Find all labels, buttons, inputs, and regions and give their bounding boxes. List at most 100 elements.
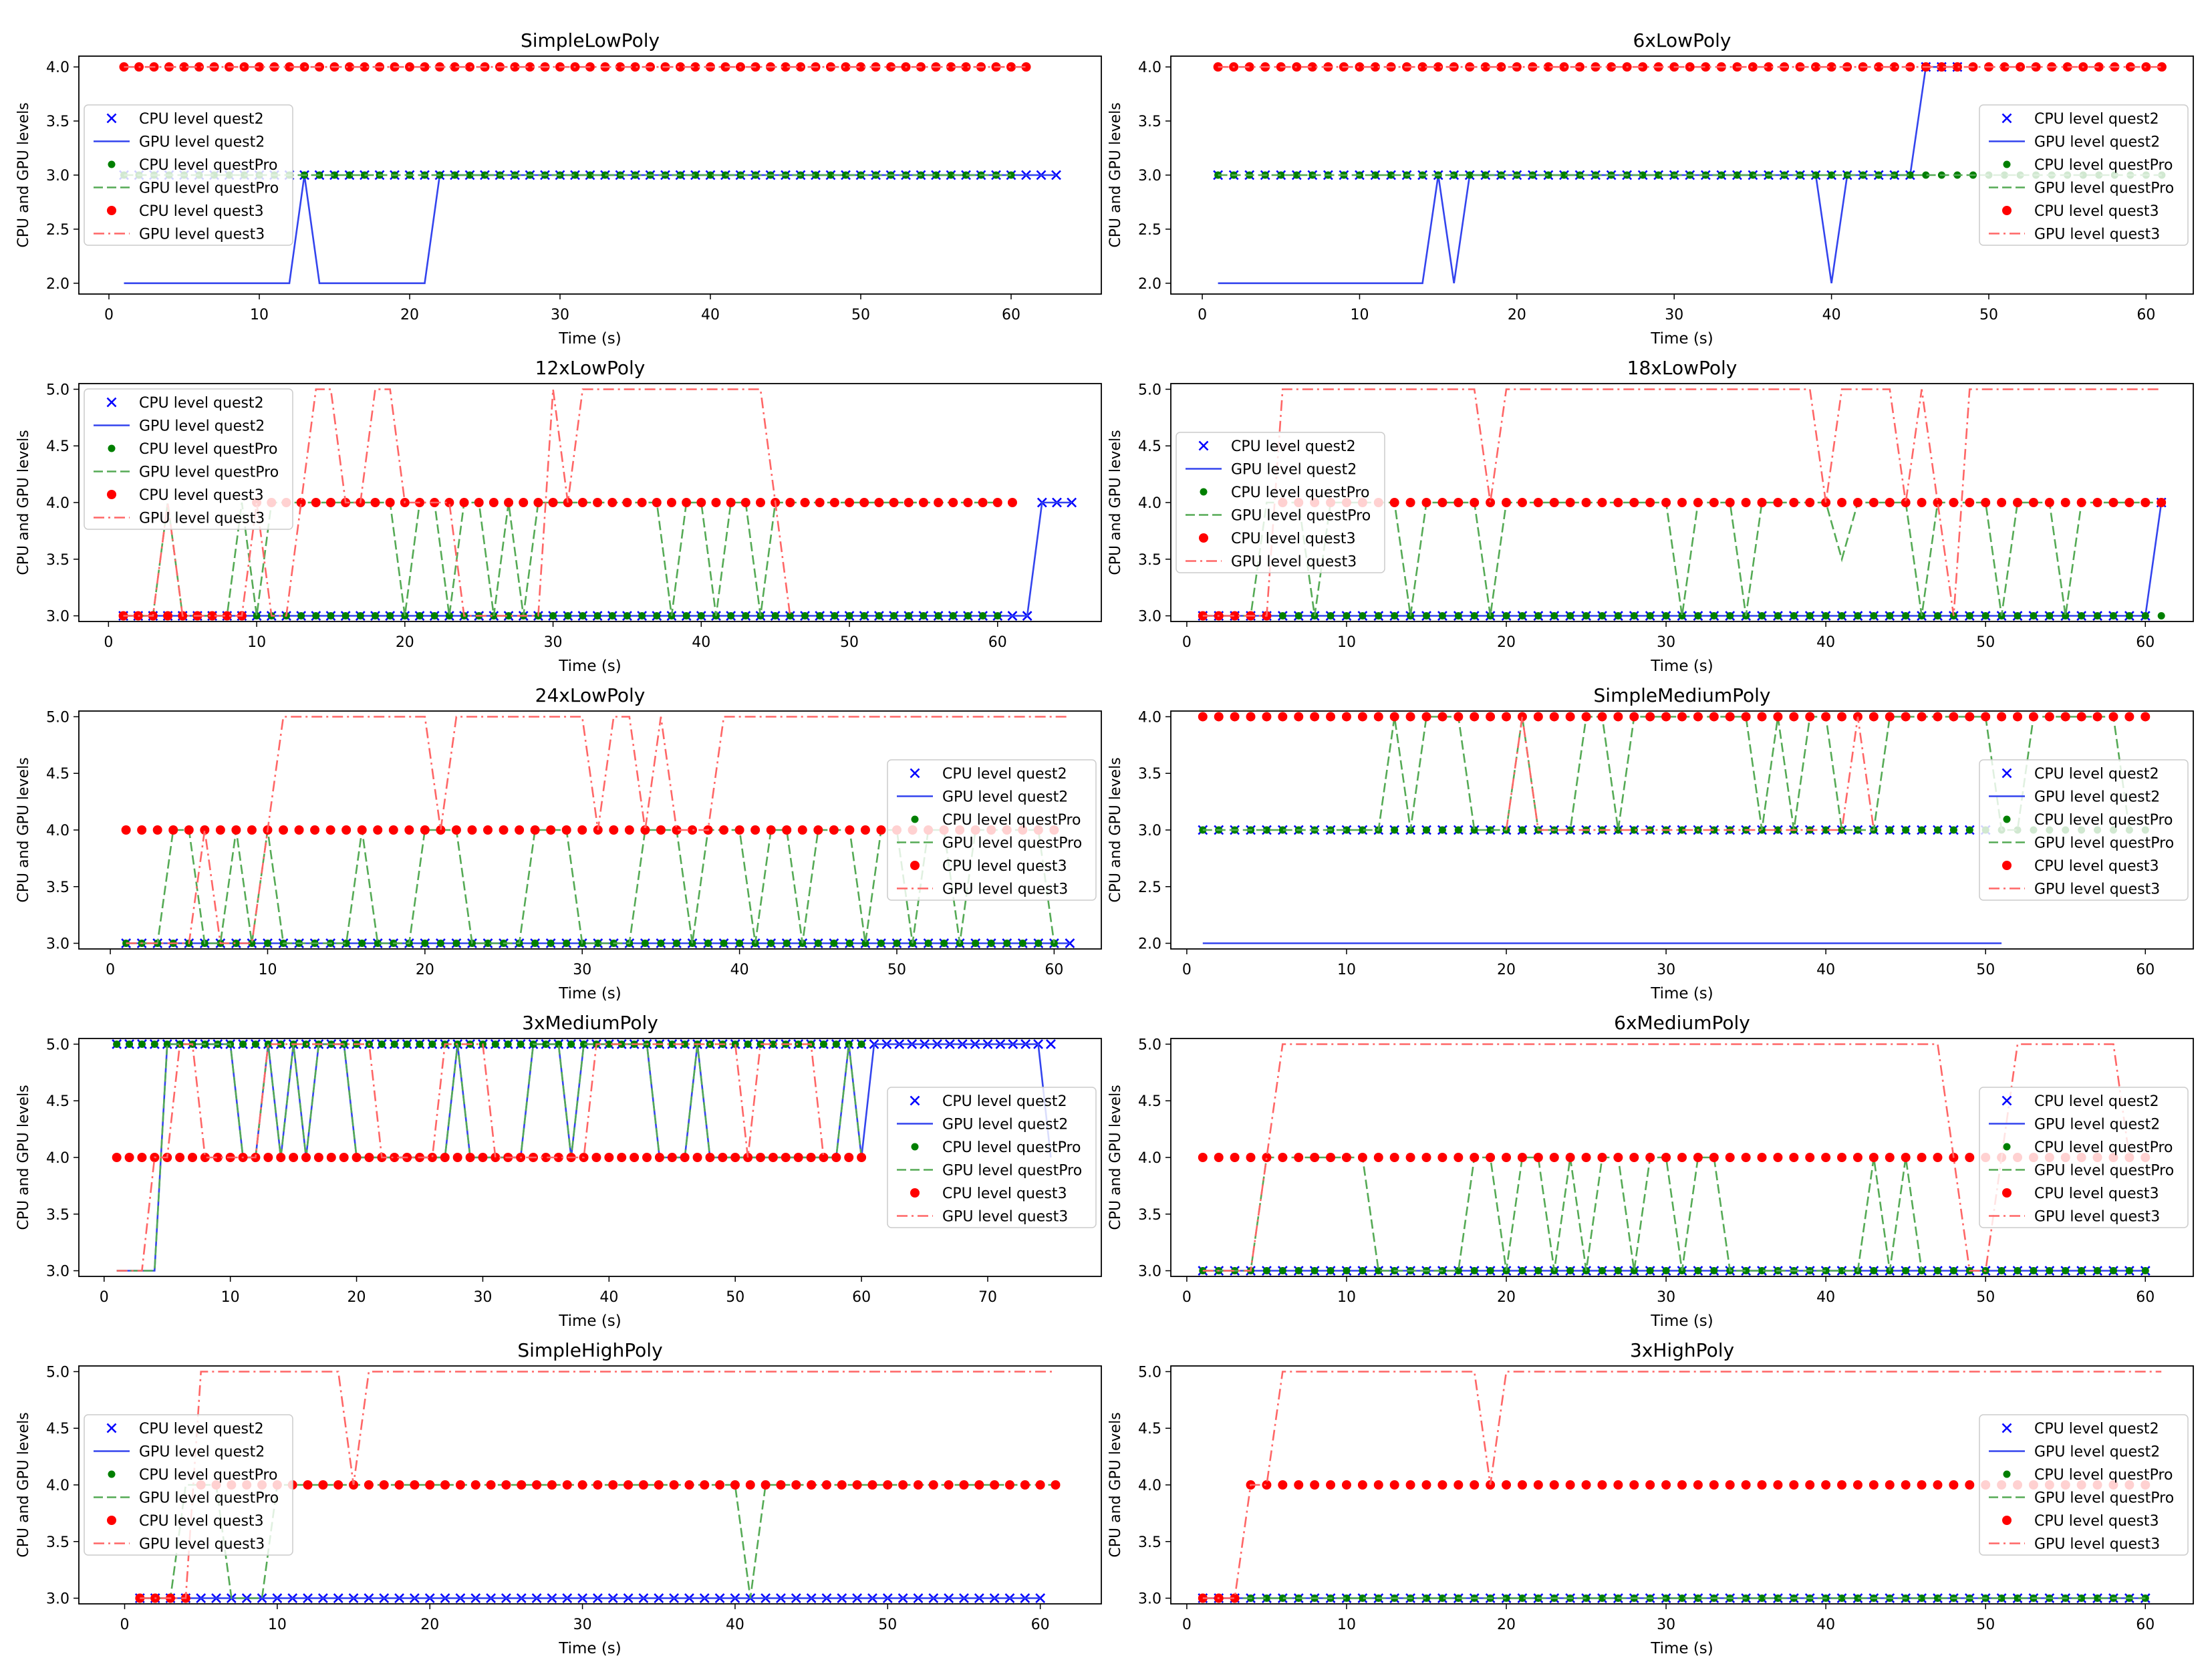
cpu-quest3-marker xyxy=(734,825,744,835)
x-tick-label: 30 xyxy=(544,634,563,651)
cpu-quest3-marker xyxy=(1480,62,1490,72)
cpu-quest3-marker xyxy=(370,498,380,507)
cpu-questpro-marker xyxy=(1965,612,1973,620)
y-tick-label: 4.5 xyxy=(1138,438,1161,455)
cpu-quest3-marker xyxy=(541,1153,551,1162)
cpu-quest3-marker xyxy=(607,498,617,507)
legend-label: GPU level quest3 xyxy=(139,511,265,527)
cpu-quest3-marker xyxy=(796,62,805,72)
y-tick-label: 3.5 xyxy=(1138,552,1161,569)
cpu-quest3-marker xyxy=(669,1480,679,1490)
cpu-quest3-marker xyxy=(959,1480,969,1490)
cpu-quest3-marker xyxy=(715,1480,725,1490)
cpu-quest3-marker xyxy=(465,62,474,72)
cpu-questpro-marker xyxy=(1758,1267,1766,1275)
cpu-quest3-marker xyxy=(1357,712,1367,722)
legend-label: GPU level questPro xyxy=(1231,508,1371,525)
cpu-quest3-marker xyxy=(478,1153,488,1162)
y-tick-label: 4.0 xyxy=(1138,709,1161,726)
cpu-quest3-marker xyxy=(1373,1153,1383,1162)
x-axis-label: Time (s) xyxy=(558,330,621,348)
cpu-questpro-marker xyxy=(767,940,775,948)
cpu-quest3-marker xyxy=(1437,712,1447,722)
cpu-questpro-marker xyxy=(949,612,957,620)
cpu-quest3-marker xyxy=(450,62,460,72)
cpu-quest3-marker xyxy=(1533,1153,1543,1162)
cpu-quest3-marker xyxy=(608,1480,618,1490)
x-tick-label: 60 xyxy=(2136,634,2155,651)
y-tick-label: 3.0 xyxy=(46,1264,70,1280)
cpu-questpro-marker xyxy=(1934,1267,1941,1275)
legend-label: GPU level quest2 xyxy=(942,789,1068,806)
cpu-questpro-marker xyxy=(1902,826,1910,834)
cpu-quest3-marker xyxy=(427,1153,437,1162)
x-tick-label: 20 xyxy=(400,307,419,323)
legend-label: GPU level quest3 xyxy=(942,881,1068,898)
x-tick-label: 30 xyxy=(1657,1289,1675,1306)
cpu-questpro-marker xyxy=(1838,612,1846,620)
y-tick-label: 3.5 xyxy=(1138,766,1161,783)
x-tick-label: 50 xyxy=(851,307,870,323)
cpu-questpro-marker xyxy=(491,1040,499,1048)
chart-title: 6xMediumPoly xyxy=(1614,1012,1750,1034)
cpu-questpro-marker xyxy=(905,612,913,620)
cpu-quest3-marker xyxy=(137,1153,147,1162)
cpu-quest3-marker xyxy=(1917,1153,1927,1162)
x-axis-label: Time (s) xyxy=(558,658,621,675)
cpu-questpro-marker xyxy=(1822,612,1830,620)
cpu-quest3-marker xyxy=(1821,498,1831,507)
cpu-questpro-marker xyxy=(657,940,665,948)
cpu-questpro-marker xyxy=(756,1040,765,1048)
cpu-quest3-marker xyxy=(121,825,131,835)
legend: CPU level quest2 GPU level quest2 CPU leve… xyxy=(1979,104,2189,246)
cpu-quest3-marker xyxy=(1677,1480,1687,1490)
gpu-quest3-line xyxy=(1202,388,2162,617)
cpu-questpro-marker xyxy=(672,940,680,948)
cpu-questpro-marker xyxy=(2094,1267,2102,1275)
cpu-quest3-marker xyxy=(577,825,587,835)
cpu-quest3-marker xyxy=(617,1153,627,1162)
cpu-quest3-marker xyxy=(1470,1153,1480,1162)
legend-label: GPU level quest2 xyxy=(2034,134,2160,151)
cpu-questpro-marker xyxy=(563,940,571,948)
cpu-quest3-marker xyxy=(1661,1480,1671,1490)
cpu-quest3-marker xyxy=(785,498,795,507)
cpu-questpro-marker xyxy=(327,612,335,620)
cpu-questpro-marker xyxy=(1470,826,1478,834)
gpu-quest3-line xyxy=(1202,1371,2162,1599)
cpu-questpro-marker xyxy=(2078,1594,2086,1603)
legend-box xyxy=(1979,104,2189,246)
cpu-questpro-marker xyxy=(2014,1267,2022,1275)
cpu-quest3-marker xyxy=(761,1480,771,1490)
chart-title: 3xHighPoly xyxy=(1630,1339,1734,1361)
cpu-questpro-marker xyxy=(932,171,940,179)
cpu-questpro-marker xyxy=(1981,612,1989,620)
cpu-questpro-marker xyxy=(1359,612,1367,620)
cpu-questpro-marker xyxy=(832,1040,840,1048)
cpu-questpro-marker xyxy=(2062,1267,2070,1275)
legend-box xyxy=(1979,1087,2189,1228)
cpu-quest3-marker xyxy=(339,1153,349,1162)
legend-label: GPU level quest2 xyxy=(942,1117,1068,1133)
cpu-quest3-marker xyxy=(373,825,383,835)
x-axis-label: Time (s) xyxy=(1650,1312,1713,1330)
legend-label: GPU level quest3 xyxy=(2034,1209,2160,1226)
cpu-quest3-marker xyxy=(1421,1153,1431,1162)
cpu-quest3-marker xyxy=(1486,712,1496,722)
cpu-quest3-marker xyxy=(470,1480,480,1490)
x-tick-label: 10 xyxy=(1350,307,1369,323)
cpu-quest3-marker xyxy=(194,62,204,72)
cpu-questpro-marker xyxy=(1438,1594,1446,1603)
y-tick-label: 5.0 xyxy=(1138,382,1161,398)
x-axis-label: Time (s) xyxy=(1650,985,1713,1002)
cpu-quest3-marker xyxy=(2028,712,2038,722)
cpu-quest2-marker xyxy=(1046,1039,1056,1049)
y-tick-label: 4.0 xyxy=(1138,1478,1161,1494)
cpu-quest3-marker xyxy=(1933,1480,1943,1490)
cpu-questpro-marker xyxy=(795,1040,803,1048)
y-tick-label: 4.5 xyxy=(1138,1421,1161,1437)
x-tick-label: 50 xyxy=(1976,634,1995,651)
cpu-quest3-marker xyxy=(711,498,721,507)
y-tick-label: 3.5 xyxy=(1138,1534,1161,1551)
